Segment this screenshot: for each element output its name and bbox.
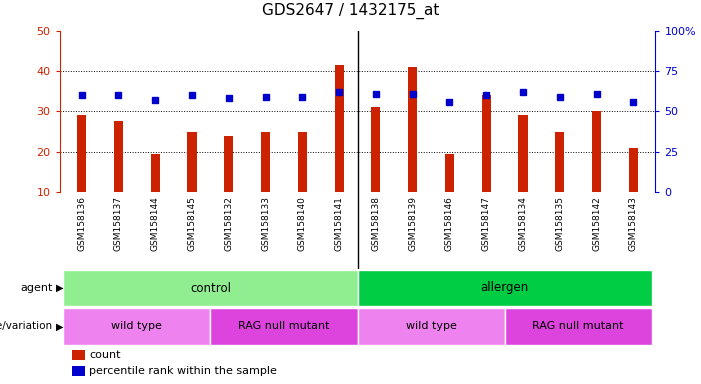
Bar — [372, 108, 381, 192]
Text: agent: agent — [20, 283, 53, 293]
Text: GSM158135: GSM158135 — [555, 196, 564, 251]
Text: GSM158147: GSM158147 — [482, 196, 491, 251]
Bar — [210, 308, 358, 345]
Bar — [224, 136, 233, 192]
Bar — [592, 111, 601, 192]
Bar — [408, 67, 417, 192]
Bar — [505, 308, 652, 345]
Text: GSM158144: GSM158144 — [151, 196, 160, 251]
Bar — [334, 65, 343, 192]
Text: GSM158134: GSM158134 — [519, 196, 528, 251]
Bar — [555, 131, 564, 192]
Text: RAG null mutant: RAG null mutant — [238, 321, 329, 331]
Text: count: count — [90, 350, 121, 360]
Bar — [72, 366, 85, 376]
Text: control: control — [190, 281, 231, 295]
Bar — [261, 131, 270, 192]
Bar — [63, 308, 210, 345]
Text: ▶: ▶ — [56, 321, 64, 331]
Bar — [298, 131, 307, 192]
Text: genotype/variation: genotype/variation — [0, 321, 53, 331]
Text: RAG null mutant: RAG null mutant — [533, 321, 624, 331]
Text: GSM158132: GSM158132 — [224, 196, 233, 251]
Text: wild type: wild type — [406, 321, 456, 331]
Bar — [358, 270, 652, 306]
Bar — [445, 154, 454, 192]
Bar — [72, 350, 85, 360]
Text: GSM158136: GSM158136 — [77, 196, 86, 251]
Bar — [187, 131, 196, 192]
Text: GSM158138: GSM158138 — [372, 196, 381, 251]
Text: GSM158137: GSM158137 — [114, 196, 123, 251]
Bar — [151, 154, 160, 192]
Text: GSM158146: GSM158146 — [445, 196, 454, 251]
Text: GDS2647 / 1432175_at: GDS2647 / 1432175_at — [261, 3, 440, 19]
Text: allergen: allergen — [480, 281, 529, 295]
Bar — [77, 115, 86, 192]
Text: GSM158141: GSM158141 — [334, 196, 343, 251]
Text: ▶: ▶ — [56, 283, 64, 293]
Bar — [519, 115, 528, 192]
Text: GSM158145: GSM158145 — [187, 196, 196, 251]
Bar — [63, 270, 358, 306]
Text: GSM158133: GSM158133 — [261, 196, 270, 251]
Text: GSM158143: GSM158143 — [629, 196, 638, 251]
Bar — [629, 148, 638, 192]
Bar — [482, 95, 491, 192]
Bar — [114, 121, 123, 192]
Text: GSM158140: GSM158140 — [298, 196, 307, 251]
Text: GSM158139: GSM158139 — [408, 196, 417, 251]
Text: percentile rank within the sample: percentile rank within the sample — [90, 366, 278, 376]
Text: GSM158142: GSM158142 — [592, 196, 601, 251]
Text: wild type: wild type — [111, 321, 162, 331]
Bar — [358, 308, 505, 345]
